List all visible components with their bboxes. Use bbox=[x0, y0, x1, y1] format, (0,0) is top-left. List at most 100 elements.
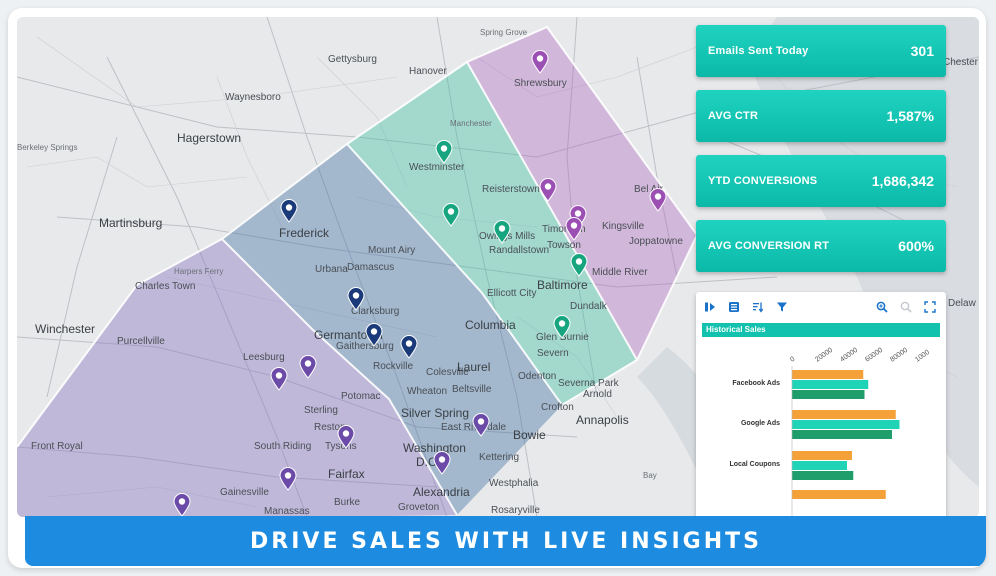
filter-button[interactable] bbox=[774, 299, 790, 315]
place-label: Severn bbox=[537, 348, 569, 359]
category-label: Local Coupons bbox=[729, 461, 780, 468]
place-label: Damascus bbox=[347, 262, 395, 273]
map-pin[interactable] bbox=[279, 467, 297, 491]
territory-4 bbox=[467, 27, 697, 360]
map-pin[interactable] bbox=[493, 220, 511, 244]
map-pin-icon bbox=[531, 50, 549, 74]
place-label: Spring Grove bbox=[480, 28, 528, 37]
place-label: Shrewsbury bbox=[514, 78, 567, 89]
bar[interactable] bbox=[792, 430, 892, 439]
headline-banner: DRIVE SALES WITH LIVE INSIGHTS bbox=[25, 516, 986, 566]
place-label: Ellicott City bbox=[487, 288, 537, 299]
zoom-out-button[interactable] bbox=[898, 299, 914, 315]
map-pin-icon bbox=[280, 199, 298, 223]
sort-button[interactable] bbox=[750, 299, 766, 315]
place-label: Rockville bbox=[373, 361, 414, 372]
place-label: Bowie bbox=[513, 428, 546, 442]
place-label: Clarksburg bbox=[351, 306, 400, 317]
place-label: Reisterstown bbox=[482, 184, 540, 195]
place-label: Berkeley Springs bbox=[17, 143, 78, 152]
place-label: Mount Airy bbox=[368, 245, 416, 256]
kpi-card-ytd-conversions: YTD CONVERSIONS 1,686,342 bbox=[696, 155, 946, 207]
bar[interactable] bbox=[792, 370, 864, 379]
place-label: Martinsburg bbox=[99, 216, 163, 230]
map-pin[interactable] bbox=[442, 203, 460, 227]
place-label: Harpers Ferry bbox=[174, 267, 224, 276]
map-pin[interactable] bbox=[173, 493, 191, 517]
zoom-in-icon bbox=[876, 301, 888, 313]
place-label: Fairfax bbox=[328, 467, 365, 481]
map-pin-icon bbox=[435, 140, 453, 164]
map-pin-icon bbox=[553, 315, 571, 339]
table-button[interactable] bbox=[726, 299, 742, 315]
place-label: Gaithersburg bbox=[336, 341, 394, 352]
x-tick-label: 0 bbox=[789, 356, 796, 364]
place-label: Leesburg bbox=[243, 352, 285, 363]
panel-toggle-button[interactable] bbox=[702, 299, 718, 315]
place-label: Wheaton bbox=[407, 386, 448, 397]
kpi-card-emails-sent: Emails Sent Today 301 bbox=[696, 25, 946, 77]
map-pin-icon bbox=[539, 178, 557, 202]
place-label: Gettysburg bbox=[328, 54, 377, 65]
place-label: Manassas bbox=[264, 506, 310, 517]
kpi-label: AVG CONVERSION RT bbox=[708, 240, 830, 252]
place-label: Severna Park bbox=[558, 378, 619, 389]
place-label: Kingsville bbox=[602, 221, 645, 232]
map-pin[interactable] bbox=[570, 253, 588, 277]
fullscreen-button[interactable] bbox=[922, 299, 938, 315]
place-label: Purcellville bbox=[117, 336, 165, 347]
app-frame: Gettysburg Spring Grove Hanover Shrewsbury W… bbox=[8, 8, 986, 568]
map-pin[interactable] bbox=[565, 217, 583, 241]
bar[interactable] bbox=[792, 390, 865, 399]
map-pin[interactable] bbox=[299, 355, 317, 379]
x-tick-label: 40000 bbox=[839, 347, 859, 364]
bar[interactable] bbox=[792, 461, 847, 470]
place-label: Waynesboro bbox=[225, 92, 281, 103]
map-pin[interactable] bbox=[472, 413, 490, 437]
map-pin[interactable] bbox=[539, 178, 557, 202]
bar[interactable] bbox=[792, 420, 900, 429]
banner-text: DRIVE SALES WITH LIVE INSIGHTS bbox=[250, 528, 762, 554]
map-pin-icon bbox=[400, 335, 418, 359]
map-pin[interactable] bbox=[531, 50, 549, 74]
map-pin[interactable] bbox=[400, 335, 418, 359]
chart-title: Historical Sales bbox=[702, 323, 940, 337]
place-label: Joppatowne bbox=[629, 236, 683, 247]
map-pin[interactable] bbox=[347, 287, 365, 311]
place-label: Beltsville bbox=[452, 384, 492, 395]
map-pin[interactable] bbox=[435, 140, 453, 164]
map-pin[interactable] bbox=[433, 451, 451, 475]
x-tick-label: 20000 bbox=[814, 347, 834, 364]
place-label: Arnold bbox=[583, 389, 612, 400]
place-label: Odenton bbox=[518, 371, 557, 382]
map-pin[interactable] bbox=[365, 323, 383, 347]
place-label: Westphalia bbox=[489, 478, 539, 489]
place-label: Burke bbox=[334, 497, 361, 508]
place-label: Delaw bbox=[948, 298, 976, 309]
zoom-in-button[interactable] bbox=[874, 299, 890, 315]
place-label: Gainesville bbox=[220, 487, 269, 498]
map-pin[interactable] bbox=[553, 315, 571, 339]
map-pin[interactable] bbox=[270, 367, 288, 391]
map-pin-icon bbox=[173, 493, 191, 517]
place-label: Randallstown bbox=[489, 245, 550, 256]
map-pin-icon bbox=[299, 355, 317, 379]
kpi-label: Emails Sent Today bbox=[708, 45, 809, 57]
map-pin[interactable] bbox=[280, 199, 298, 223]
place-label: Westminster bbox=[409, 162, 465, 173]
bar[interactable] bbox=[792, 410, 896, 419]
map-pin-icon bbox=[565, 217, 583, 241]
bar[interactable] bbox=[792, 380, 869, 389]
place-label: Hagerstown bbox=[177, 131, 242, 145]
place-label: Chester bbox=[943, 57, 979, 68]
chart-toolbar bbox=[696, 292, 946, 322]
place-label: Sterling bbox=[304, 405, 338, 416]
place-label: Tysons bbox=[325, 441, 357, 452]
bar[interactable] bbox=[792, 471, 854, 480]
map-pin-icon bbox=[472, 413, 490, 437]
bar[interactable] bbox=[792, 490, 886, 499]
x-tick-label: 60000 bbox=[864, 347, 884, 364]
map-pin[interactable] bbox=[649, 188, 667, 212]
map-pin[interactable] bbox=[337, 425, 355, 449]
bar[interactable] bbox=[792, 451, 852, 460]
